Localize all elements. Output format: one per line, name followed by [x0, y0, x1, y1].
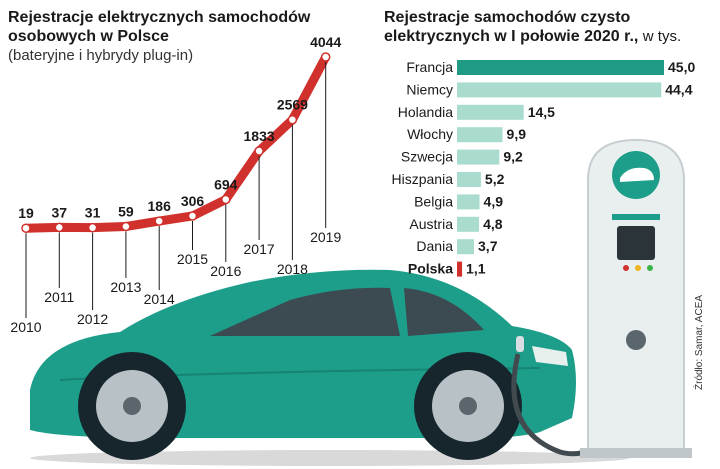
value-label: 44,4	[665, 81, 692, 97]
category-label: Francja	[406, 59, 453, 75]
data-label: 694	[214, 176, 238, 192]
data-label: 59	[118, 203, 134, 219]
data-point	[154, 216, 164, 226]
bar	[457, 104, 524, 120]
rear-wheel	[414, 352, 522, 460]
bar-chart-unit: w tys.	[642, 28, 682, 45]
bar	[457, 194, 480, 210]
x-tick-label: 2017	[244, 241, 275, 257]
data-point	[54, 222, 65, 233]
x-tick-label: 2014	[144, 291, 175, 307]
value-label: 9,9	[507, 126, 527, 142]
bar	[457, 149, 500, 165]
data-label: 19	[18, 205, 34, 221]
bar	[457, 82, 662, 98]
x-tick-label: 2012	[77, 311, 108, 327]
category-label: Dania	[416, 238, 453, 254]
x-tick-label: 2019	[310, 229, 341, 245]
value-label: 4,9	[484, 193, 504, 209]
bar-chart-title: Rejestracje samochodów czysto elektryczn…	[384, 9, 639, 45]
value-label: 45,0	[668, 59, 695, 75]
data-point	[221, 194, 231, 205]
category-label: Belgia	[414, 193, 453, 209]
data-point	[287, 114, 298, 125]
category-label: Niemcy	[406, 81, 453, 97]
data-label: 186	[148, 198, 172, 214]
data-point	[187, 211, 198, 221]
data-point	[87, 222, 98, 233]
car-illustration	[30, 269, 641, 466]
category-label: Austria	[409, 216, 453, 232]
data-label: 2569	[277, 97, 308, 113]
x-tick-label: 2013	[110, 279, 141, 295]
data-label: 306	[181, 193, 205, 209]
category-label: Hiszpania	[392, 171, 454, 187]
x-tick-label: 2015	[177, 251, 208, 267]
bar	[457, 172, 481, 187]
x-tick-label: 2016	[210, 263, 241, 279]
value-label: 3,7	[478, 238, 498, 254]
category-label: Holandia	[398, 104, 453, 120]
data-label: 4044	[310, 34, 341, 50]
bar	[457, 127, 503, 143]
x-tick-label: 2018	[277, 261, 308, 277]
data-point	[21, 223, 31, 233]
value-label: 1,1	[466, 261, 486, 277]
value-label: 5,2	[485, 171, 505, 187]
data-point	[254, 146, 264, 156]
category-label: Polska	[408, 261, 453, 277]
value-label: 4,8	[483, 216, 503, 232]
source-note: Źródło: Samar, ACEA	[694, 294, 705, 390]
line-series	[21, 52, 331, 233]
data-label: 1833	[244, 128, 275, 144]
line-chart-subtitle: (bateryjne i hybrydy plug-in)	[8, 47, 194, 64]
bar	[457, 239, 475, 255]
value-label: 14,5	[528, 104, 555, 120]
bar	[457, 60, 664, 75]
front-wheel	[78, 352, 186, 460]
x-tick-label: 2010	[10, 319, 41, 335]
value-label: 9,2	[503, 149, 523, 165]
bar	[457, 216, 480, 232]
category-label: Szwecja	[401, 149, 453, 165]
data-label: 31	[85, 205, 101, 221]
x-tick-label: 2011	[44, 289, 74, 305]
bar-chart-title-block: Rejestracje samochodów czysto elektryczn…	[384, 8, 714, 46]
line-chart-title: Rejestracje elektrycznych samochodów oso…	[8, 9, 311, 45]
data-point	[121, 221, 131, 232]
charging-station	[580, 138, 692, 458]
category-label: Włochy	[407, 126, 453, 142]
bar	[457, 261, 463, 277]
data-point	[320, 52, 331, 62]
data-label: 37	[52, 204, 68, 220]
